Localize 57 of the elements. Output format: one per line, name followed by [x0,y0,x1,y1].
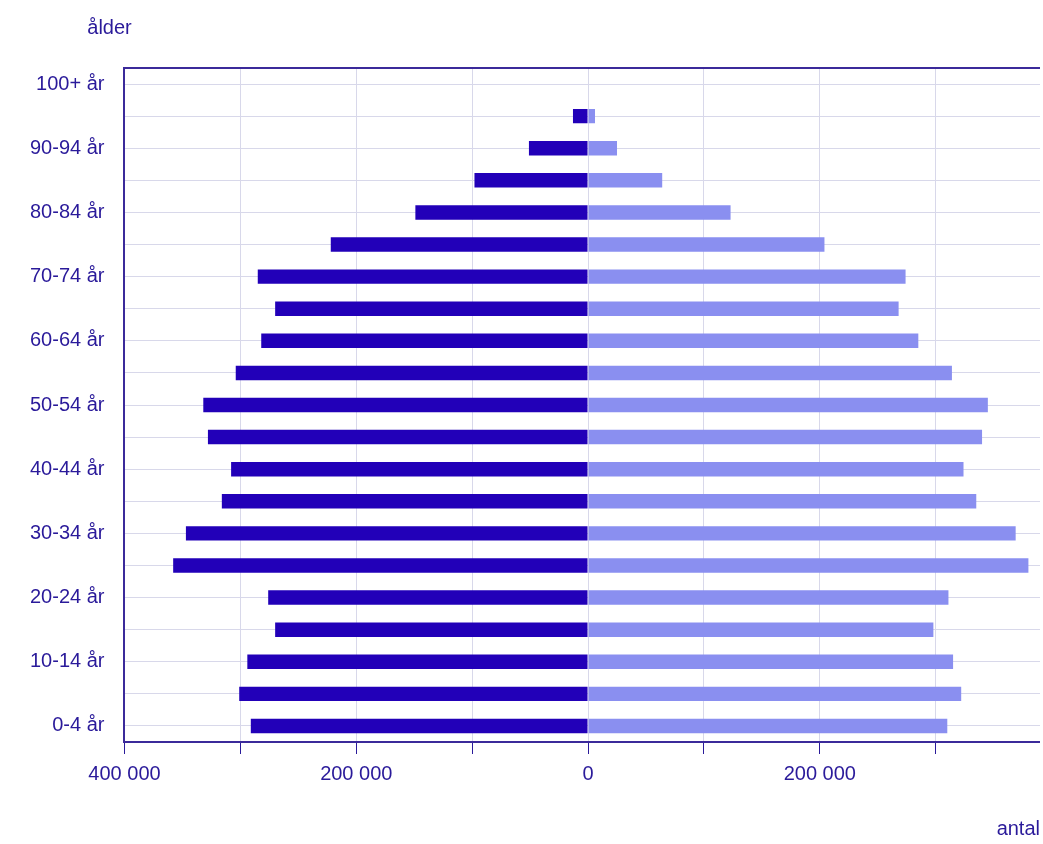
bar [588,397,988,413]
bar [588,654,954,669]
y-tick-label: 90-94 år [29,135,105,158]
bar [231,461,588,477]
bar [257,269,588,284]
y-tick-label: 50-54 år [29,392,105,415]
bar [588,526,1016,541]
bar [261,333,588,349]
bar [221,494,588,509]
bar [588,333,919,349]
bar [247,654,588,669]
bar [588,108,595,124]
bar [275,622,588,637]
bar [588,590,949,605]
bar [235,365,588,381]
bar [203,397,588,413]
y-tick-label: 10-14 år [29,649,105,672]
y-tick-label: 80-84 år [29,199,105,222]
y-tick-label: 70-74 år [29,264,105,287]
bar [415,205,588,220]
bar [173,558,588,573]
y-tick-label: 60-64 år [29,328,105,351]
x-tick-label: 200 000 [320,761,393,784]
bar [588,494,977,509]
bar [588,205,731,220]
bar [588,301,899,316]
bar [207,429,588,445]
bar [588,461,964,477]
bar [528,141,588,156]
x-tick-label: 400 000 [88,761,161,784]
bar [588,718,948,734]
y-tick-label: 0-4 år [52,713,105,736]
bar [588,237,825,252]
x-tick-label: 0 [582,761,594,784]
bar [250,718,588,734]
bar [588,558,1029,573]
bar [588,686,962,702]
bar [185,526,588,541]
x-tick-label: 200 000 [783,761,856,784]
bar [275,301,588,316]
bar [588,622,934,637]
y-tick-label: 30-34 år [29,520,105,543]
bar [239,686,588,702]
bar [588,141,618,156]
y-tick-label: 20-24 år [29,585,105,608]
bar [572,108,588,124]
bar [330,237,588,252]
y-tick-label: 100+ år [36,71,105,94]
y-tick-label: 40-44 år [29,456,105,479]
bar [588,429,983,445]
bar [474,173,588,188]
bar [268,590,588,605]
x-axis-title: antal [996,816,1040,839]
bar [588,173,663,188]
bar [588,365,952,381]
bar [588,269,906,284]
y-axis-title: ålder [87,15,133,38]
